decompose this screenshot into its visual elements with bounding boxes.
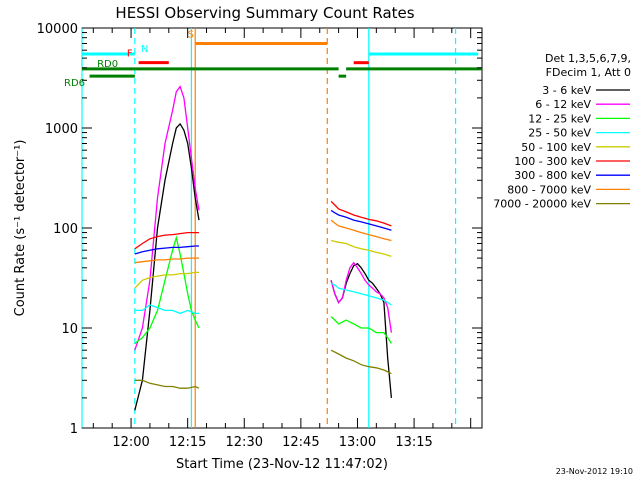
series-line-0-1 bbox=[330, 262, 393, 398]
x-tick-label: 13:00 bbox=[339, 435, 376, 450]
flag-label-rd6: RD6 bbox=[64, 78, 85, 89]
legend-label: 12 - 25 keV bbox=[528, 112, 591, 125]
y-tick-label: 1000 bbox=[45, 122, 78, 137]
legend-label: 3 - 6 keV bbox=[542, 84, 591, 97]
y-tick-label: 10000 bbox=[37, 22, 78, 37]
x-tick-label: 13:15 bbox=[395, 435, 432, 450]
series-line-2-0 bbox=[134, 235, 200, 345]
series-line-8-1 bbox=[330, 349, 392, 375]
y-axis-ticks: 1 10 100 1000 10000 bbox=[37, 22, 482, 437]
x-tick-label: 12:15 bbox=[169, 435, 206, 450]
series-line-5-1 bbox=[330, 200, 392, 227]
x-axis-ticks: 12:00 12:15 12:30 12:45 13:00 13:15 bbox=[92, 28, 472, 450]
legend-label: 6 - 12 keV bbox=[535, 98, 591, 111]
x-tick-label: 12:30 bbox=[226, 435, 263, 450]
series-line-3-0 bbox=[134, 304, 199, 315]
series-line-1-1 bbox=[330, 261, 393, 333]
flag-bars: RD0 RD6 NF S bbox=[64, 29, 482, 89]
legend-title-line-1: Det 1,3,5,6,7,9, bbox=[545, 52, 631, 65]
legend-label: 25 - 50 keV bbox=[528, 127, 591, 140]
flag-label-s: S bbox=[188, 29, 194, 40]
flag-label-n: N bbox=[141, 44, 148, 55]
series-line-6-0 bbox=[134, 245, 199, 255]
y-tick-label: 1 bbox=[70, 422, 78, 437]
series-line-4-0 bbox=[134, 271, 199, 289]
chart-title: HESSI Observing Summary Count Rates bbox=[115, 4, 414, 22]
y-tick-label: 100 bbox=[53, 222, 78, 237]
flag-label-f: F bbox=[127, 49, 133, 60]
x-axis-label: Start Time (23-Nov-12 11:47:02) bbox=[176, 457, 388, 472]
legend-label: 300 - 800 keV bbox=[514, 169, 591, 182]
marker-lines bbox=[81, 28, 457, 428]
series-line-8-0 bbox=[134, 379, 200, 389]
series-lines bbox=[134, 85, 393, 411]
plot-frame bbox=[81, 27, 483, 429]
legend-label: 50 - 100 keV bbox=[521, 141, 591, 154]
x-tick-label: 12:00 bbox=[112, 435, 149, 450]
series-line-1-0 bbox=[134, 85, 200, 351]
series-line-4-1 bbox=[330, 239, 392, 258]
series-line-7-1 bbox=[330, 219, 392, 242]
legend-label: 100 - 300 keV bbox=[514, 155, 591, 168]
series-line-3-1 bbox=[330, 282, 392, 306]
series-line-6-1 bbox=[330, 209, 392, 231]
legend-title-line-2: FDecim 1, Att 0 bbox=[546, 66, 631, 79]
y-tick-label: 10 bbox=[61, 322, 78, 337]
legend-label: 800 - 7000 keV bbox=[507, 183, 591, 196]
flag-label-rd0: RD0 bbox=[97, 59, 118, 70]
series-line-2-1 bbox=[330, 316, 392, 344]
x-tick-label: 12:45 bbox=[282, 435, 319, 450]
timestamp-footer: 23-Nov-2012 19:10 bbox=[556, 467, 633, 476]
series-line-0-0 bbox=[134, 122, 200, 411]
series-line-7-0 bbox=[134, 257, 199, 264]
series-line-5-0 bbox=[134, 231, 199, 250]
y-axis-label: Count Rate (s⁻¹ detector⁻¹) bbox=[13, 140, 28, 317]
legend-label: 7000 - 20000 keV bbox=[493, 198, 591, 211]
